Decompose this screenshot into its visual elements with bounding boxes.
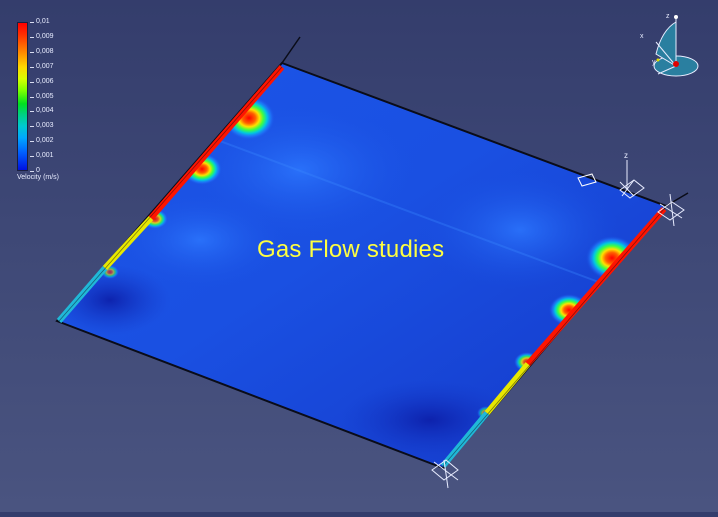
support-axis-label: z — [624, 151, 628, 160]
left-inlet — [56, 65, 285, 323]
legend-tick — [30, 141, 34, 143]
legend-label: 0,001 — [36, 152, 54, 160]
compass-z-label: z — [666, 13, 670, 20]
legend-label: 0,01 — [36, 18, 50, 25]
support-top-right — [619, 160, 645, 199]
right-inlet — [440, 207, 667, 468]
legend-tick — [30, 126, 34, 128]
legend-label: 0,007 — [36, 62, 54, 70]
legend-color-bar — [17, 22, 28, 171]
compass-widget[interactable]: x y z — [640, 13, 699, 77]
legend-tick — [30, 111, 34, 113]
legend-label: 0,005 — [36, 92, 54, 100]
legend-label: 0,004 — [36, 107, 54, 115]
legend-tick — [30, 66, 34, 68]
legend-label: 0,002 — [36, 137, 54, 145]
legend-tick — [30, 81, 34, 83]
legend-tick — [30, 171, 34, 172]
flow-plate — [55, 36, 689, 470]
support-markers — [431, 160, 685, 489]
legend-tick — [30, 22, 34, 23]
support-bottom — [431, 459, 459, 489]
compass-x-label: x — [640, 33, 644, 40]
legend-label: 0,003 — [36, 122, 54, 130]
compass-y-label: y — [652, 59, 656, 66]
support-right — [657, 193, 685, 227]
page-title: Gas Flow studies — [257, 236, 445, 263]
legend-label: 0,006 — [36, 77, 54, 85]
legend-tick — [30, 156, 34, 158]
legend-label: 0 — [36, 167, 40, 174]
legend-tick — [30, 96, 34, 98]
legend-title: Velocity (m/s) — [17, 174, 60, 181]
velocity-color-legend: 0,01 0,009 0,008 0,007 0,006 0,005 0,004 0,003 0… — [15, 16, 85, 181]
legend-tick — [30, 36, 34, 38]
legend-tick — [30, 51, 34, 53]
legend-label: 0,008 — [36, 47, 54, 55]
legend-label: 0,009 — [36, 32, 54, 40]
